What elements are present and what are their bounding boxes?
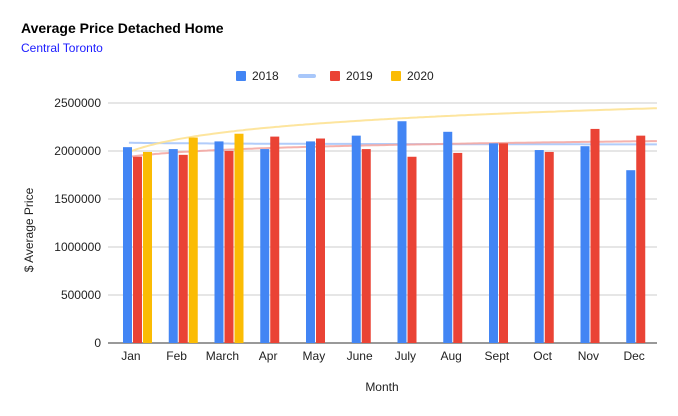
trendline-2020 — [128, 107, 657, 153]
chart-subtitle: Central Toronto — [21, 41, 103, 55]
y-axis-title: $ Average Price — [22, 187, 36, 272]
bar-2018 — [489, 143, 498, 343]
y-tick-label: 500000 — [61, 288, 101, 302]
bar-2019 — [636, 135, 646, 343]
trendlines — [128, 107, 657, 158]
legend: 2018 2019 2020 — [236, 69, 434, 83]
y-tick-label: 1500000 — [54, 192, 101, 206]
bar-2018 — [123, 147, 132, 343]
legend-swatch-2019 — [330, 71, 340, 81]
x-axis-title: Month — [365, 380, 398, 394]
bar-2019 — [178, 154, 188, 343]
bar-2019 — [453, 152, 463, 343]
bar-2019 — [316, 138, 325, 343]
bar-2020 — [143, 151, 152, 343]
legend-label: 2018 — [252, 69, 279, 83]
bar-2018 — [397, 121, 407, 344]
y-tick-label: 0 — [94, 336, 101, 350]
bars — [123, 121, 646, 344]
bar-2018 — [580, 146, 590, 343]
x-tick-label: July — [395, 349, 416, 363]
legend-label: 2019 — [346, 69, 373, 83]
bar-2019 — [133, 156, 142, 343]
bar-2019 — [590, 128, 600, 343]
x-axis-ticks: Jan Feb March Apr May June July Aug Sept Oct Nov De… — [121, 349, 645, 363]
x-tick-label: June — [347, 349, 373, 363]
legend-swatch-2020 — [391, 71, 401, 81]
x-tick-label: Feb — [166, 349, 187, 363]
bar-2019 — [270, 136, 280, 343]
y-tick-label: 1000000 — [54, 240, 101, 254]
x-tick-label: March — [206, 349, 239, 363]
bar-2018 — [214, 141, 224, 343]
bar-2018 — [168, 149, 178, 343]
y-tick-label: 2500000 — [54, 96, 101, 110]
bar-2018 — [306, 141, 315, 343]
bar-2019 — [407, 156, 417, 343]
x-tick-label: May — [303, 349, 326, 363]
bar-2020 — [234, 133, 244, 343]
legend-label: 2020 — [407, 69, 434, 83]
bar-2018 — [534, 150, 544, 343]
bar-2019 — [224, 151, 234, 343]
y-axis-ticks: 0 500000 1000000 1500000 2000000 2500000 — [54, 96, 101, 350]
x-tick-label: Dec — [623, 349, 644, 363]
bar-2018 — [626, 170, 636, 343]
x-tick-label: Aug — [440, 349, 461, 363]
x-tick-label: Apr — [259, 349, 278, 363]
x-tick-label: Oct — [533, 349, 552, 363]
x-tick-label: Nov — [578, 349, 599, 363]
legend-swatch-2018 — [236, 71, 246, 81]
bar-2020 — [188, 137, 198, 343]
x-tick-label: Sept — [485, 349, 510, 363]
chart-title: Average Price Detached Home — [21, 20, 224, 36]
x-tick-label: Jan — [121, 349, 140, 363]
bar-2018 — [351, 135, 361, 343]
bar-2018 — [260, 149, 270, 343]
y-tick-label: 2000000 — [54, 144, 101, 158]
bar-2019 — [361, 149, 371, 343]
bar-2019 — [544, 151, 554, 343]
bar-2019 — [499, 143, 508, 343]
bar-2018 — [443, 131, 453, 343]
